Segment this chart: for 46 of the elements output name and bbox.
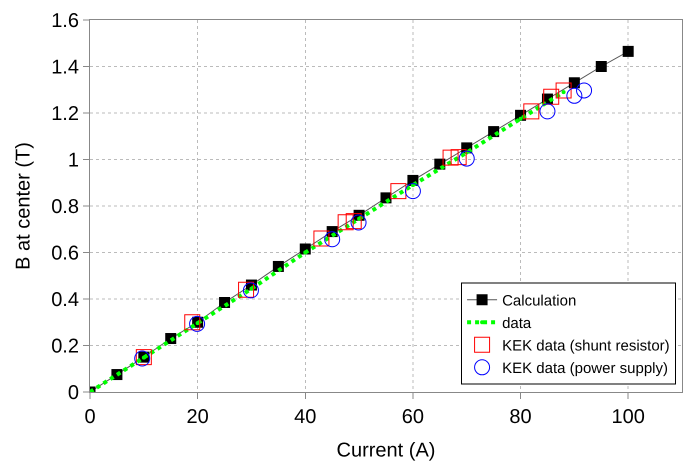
x-tick-label: 100	[611, 406, 645, 428]
point	[518, 116, 523, 121]
point	[458, 150, 475, 167]
y-tick-label: 1.2	[51, 103, 79, 125]
point	[238, 282, 254, 298]
legend-label: Calculation	[502, 292, 576, 310]
point	[566, 88, 582, 104]
y-tick-label: 0.4	[51, 289, 79, 311]
y-tick-label: 1.4	[51, 56, 79, 78]
point	[450, 149, 467, 166]
legend-label: KEK data (power supply)	[502, 360, 668, 378]
x-axis-title: Current (A)	[336, 440, 436, 462]
point	[556, 82, 572, 98]
point	[303, 250, 308, 254]
point	[576, 82, 592, 98]
point	[346, 213, 362, 230]
point	[324, 231, 340, 248]
point	[404, 183, 421, 200]
x-tick-label: 20	[186, 406, 209, 428]
x-tick-label: 60	[402, 406, 424, 428]
y-tick-label: 1	[68, 150, 79, 172]
point	[184, 314, 200, 330]
point	[622, 46, 634, 57]
legend-label: data	[502, 315, 532, 332]
point	[242, 282, 259, 298]
legend-label: KEK data (shunt resistor)	[502, 338, 670, 355]
point	[442, 150, 459, 166]
y-tick-label: 0.6	[51, 242, 79, 264]
y-tick-label: 0.8	[51, 196, 79, 218]
y-tick-label: 0.2	[51, 336, 79, 358]
point	[357, 216, 362, 221]
point	[543, 88, 560, 105]
point	[596, 61, 607, 72]
x-tick-label: 80	[509, 406, 532, 428]
y-tick-label: 0	[68, 382, 79, 404]
y-tick-label: 1.6	[51, 10, 79, 32]
x-tick-label: 0	[84, 406, 96, 428]
point	[189, 316, 206, 332]
point	[523, 103, 540, 120]
point	[539, 103, 556, 120]
point	[338, 214, 354, 230]
y-axis-title: B at center (T)	[12, 142, 35, 270]
point	[350, 214, 367, 231]
x-tick-label: 40	[294, 406, 316, 428]
point	[313, 230, 330, 247]
point	[390, 183, 406, 200]
